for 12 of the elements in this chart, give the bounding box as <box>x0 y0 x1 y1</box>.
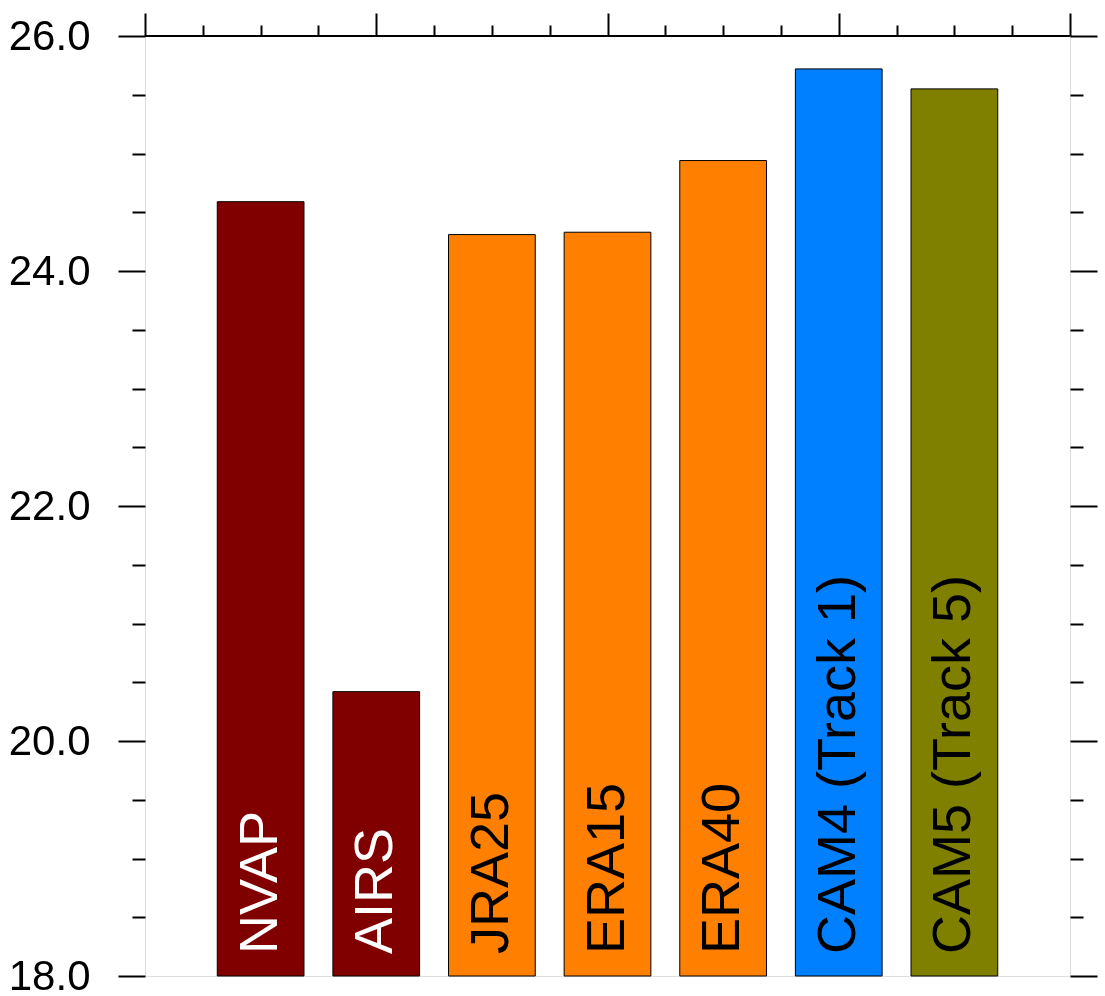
y-tick-label: 24.0 <box>8 246 91 294</box>
x-tick-label: AIRS <box>343 827 404 954</box>
y-tick-label: 26.0 <box>8 11 91 59</box>
x-tick-label: ERA40 <box>690 782 751 954</box>
x-tick-label: JRA25 <box>458 791 519 954</box>
x-tick-label: CAM4 (Track 1) <box>805 574 866 954</box>
y-tick-label: 22.0 <box>8 481 91 529</box>
x-tick-label: NVAP <box>227 810 288 954</box>
y-tick-label: 20.0 <box>8 716 91 764</box>
x-tick-label: CAM5 (Track 5) <box>921 574 982 954</box>
x-tick-label: ERA15 <box>574 782 635 954</box>
y-tick-label: 18.0 <box>8 951 91 996</box>
